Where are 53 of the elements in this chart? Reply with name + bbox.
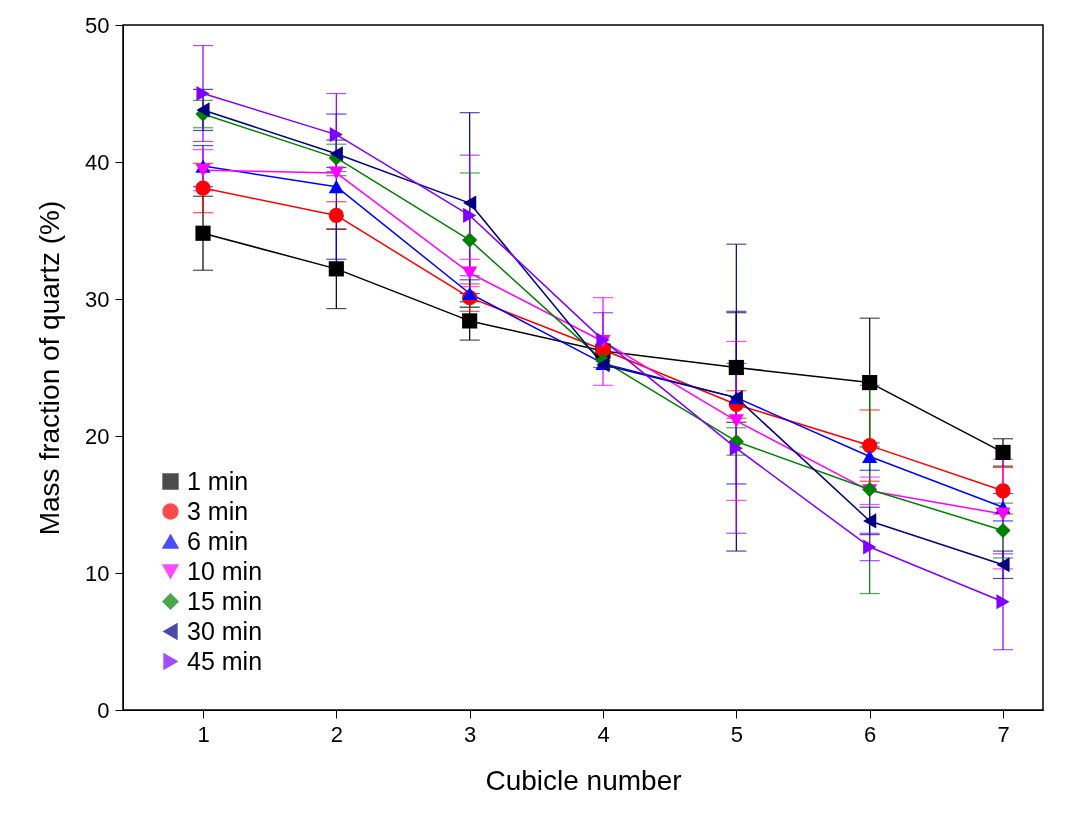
legend-label: 30 min: [187, 616, 263, 645]
point: [463, 207, 477, 224]
point: [863, 513, 877, 529]
point: [328, 166, 344, 180]
point: [862, 449, 878, 464]
point: [195, 225, 211, 241]
point: [996, 594, 1010, 610]
x-tick-label: 6: [864, 721, 877, 747]
legend-label: 1 min: [187, 466, 249, 495]
point: [329, 146, 343, 162]
point: [195, 180, 211, 196]
y-tick-label: 50: [85, 12, 110, 38]
x-tick-label: 4: [597, 721, 610, 747]
x-axis-title: Cubicle number: [485, 764, 682, 796]
x-tick-label: 5: [730, 721, 743, 747]
y-tick-label: 20: [85, 423, 110, 449]
point: [462, 266, 478, 280]
legend-label: 45 min: [187, 646, 263, 675]
legend-label: 3 min: [187, 496, 249, 525]
legend-label: 6 min: [187, 526, 249, 555]
point: [196, 102, 210, 118]
point: [195, 163, 211, 177]
point: [995, 507, 1011, 521]
point: [462, 286, 478, 301]
point: [328, 180, 344, 194]
point: [995, 522, 1011, 539]
legend-label: 15 min: [187, 586, 263, 615]
point: [862, 374, 878, 391]
y-tick-label: 40: [85, 149, 110, 175]
point: [329, 127, 343, 143]
point: [728, 414, 744, 428]
point: [196, 85, 210, 102]
point: [996, 557, 1010, 573]
x-tick-label: 7: [997, 721, 1010, 747]
y-tick-label: 10: [85, 560, 110, 586]
point: [862, 438, 878, 454]
point: [328, 261, 344, 277]
point: [863, 539, 877, 555]
point: [995, 483, 1011, 499]
point: [462, 232, 478, 248]
point: [328, 207, 344, 223]
x-tick-label: 2: [330, 721, 343, 747]
y-tick-label: 30: [85, 286, 110, 312]
point: [462, 313, 478, 329]
point: [995, 444, 1011, 461]
point: [729, 440, 743, 456]
x-tick-label: 3: [464, 721, 477, 747]
point: [463, 195, 477, 211]
y-tick-label: 0: [97, 697, 110, 723]
point: [728, 359, 744, 376]
legend-label: 10 min: [187, 556, 263, 585]
x-tick-label: 1: [197, 721, 210, 747]
y-axis-title: Mass fraction of quartz (%): [34, 200, 66, 536]
